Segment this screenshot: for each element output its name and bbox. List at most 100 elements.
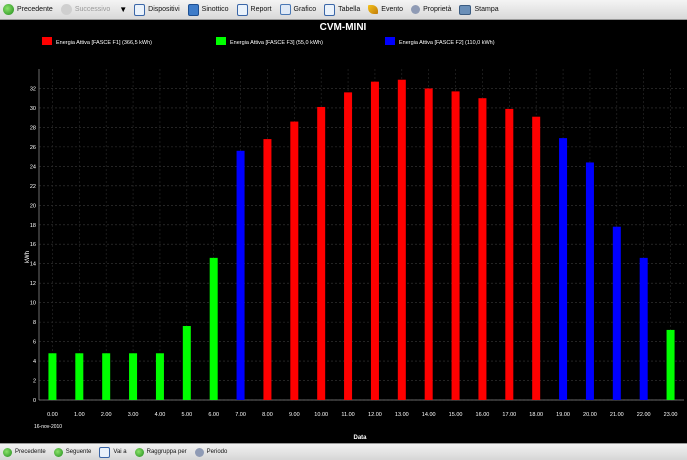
y-tick-label: 6 — [33, 340, 36, 346]
period-icon — [194, 447, 204, 457]
y-axis-label: kWh — [25, 251, 31, 263]
report-label: Report — [250, 6, 272, 13]
y-tick-label: 32 — [30, 86, 36, 92]
devices-icon — [134, 3, 146, 16]
bottom-next-label: Seguente — [65, 449, 92, 455]
x-tick-label: 5.00 — [181, 412, 192, 418]
y-tick-label: 30 — [30, 106, 36, 112]
table-icon — [324, 3, 336, 16]
x-tick-label: 16.00 — [476, 412, 490, 418]
y-tick-label: 26 — [30, 145, 36, 151]
calendar-icon — [99, 446, 111, 458]
previous-button[interactable]: Precedente — [0, 1, 58, 18]
print-label: Stampa — [474, 6, 499, 13]
main-toolbar: Precedente Successivo ▼ Dispositivi Sino… — [0, 0, 687, 20]
bottom-previous-button[interactable]: Precedente — [0, 445, 51, 459]
y-tick-label: 24 — [30, 164, 36, 170]
devices-label: Dispositivi — [148, 6, 180, 13]
bar-0-18 — [532, 116, 541, 400]
synoptic-button[interactable]: Sinottico — [185, 1, 234, 18]
x-tick-label: 8.00 — [262, 412, 273, 418]
devices-button[interactable]: Dispositivi — [131, 1, 185, 18]
x-tick-label: 6.00 — [208, 412, 219, 418]
x-axis-label: Data — [353, 435, 367, 441]
legend-label-0: Energia Attiva [FASCE F1] (366,5 kWh) — [56, 40, 152, 46]
date-label: 16-nov-2010 — [34, 424, 62, 430]
event-button[interactable]: Evento — [365, 1, 408, 18]
x-tick-label: 13.00 — [395, 412, 409, 418]
y-tick-label: 28 — [30, 125, 36, 131]
bar-0-12 — [370, 81, 379, 400]
group-by-button[interactable]: Raggruppa per — [132, 445, 192, 459]
event-icon — [368, 5, 379, 14]
goto-label: Vai a — [113, 449, 127, 455]
goto-button[interactable]: Vai a — [96, 445, 131, 459]
period-button[interactable]: Periodo — [192, 445, 233, 459]
x-tick-label: 19.00 — [556, 412, 570, 418]
bar-2-19 — [559, 138, 568, 400]
bar-1-23 — [666, 329, 675, 400]
next-label: Successivo — [74, 6, 111, 13]
bar-2-21 — [612, 226, 621, 400]
event-label: Evento — [381, 6, 404, 13]
x-tick-label: 15.00 — [449, 412, 463, 418]
bar-1-6 — [209, 257, 218, 400]
bar-0-16 — [478, 98, 487, 401]
chart-legend: Energia Attiva [FASCE F1] (366,5 kWh) Ene… — [42, 37, 495, 46]
bar-0-17 — [505, 108, 514, 400]
chart-label: Grafico — [293, 6, 317, 13]
next-button[interactable]: Successivo — [58, 1, 115, 18]
bar-1-5 — [182, 326, 191, 400]
properties-icon — [411, 5, 421, 14]
x-tick-label: 9.00 — [289, 412, 300, 418]
y-tick-label: 8 — [33, 320, 36, 326]
synoptic-label: Sinottico — [201, 6, 229, 13]
bar-0-13 — [397, 79, 406, 400]
x-tick-label: 14.00 — [422, 412, 436, 418]
chart-button[interactable]: Grafico — [277, 1, 322, 18]
y-tick-label: 16 — [30, 242, 36, 248]
bar-2-7 — [236, 150, 245, 400]
dropdown-arrow-icon[interactable]: ▼ — [119, 5, 128, 14]
legend-swatch-2 — [385, 37, 395, 45]
table-button[interactable]: Tabella — [321, 1, 365, 18]
print-icon — [459, 4, 472, 15]
bar-0-11 — [344, 92, 353, 400]
period-label: Periodo — [206, 449, 228, 455]
bottom-previous-label: Precedente — [15, 449, 46, 455]
legend-label-1: Energia Attiva [FASCE F3] (55,0 kWh) — [230, 40, 323, 46]
print-button[interactable]: Stampa — [456, 1, 503, 18]
y-tick-label: 20 — [30, 203, 36, 209]
report-icon — [236, 3, 248, 16]
properties-button[interactable]: Proprietà — [408, 1, 456, 18]
previous-label: Precedente — [17, 6, 53, 13]
report-button[interactable]: Report — [234, 1, 277, 18]
bar-0-14 — [424, 88, 433, 401]
x-tick-label: 17.00 — [502, 412, 516, 418]
properties-label: Proprietà — [423, 6, 452, 13]
group-icon — [134, 447, 144, 457]
chart-icon — [279, 4, 291, 15]
bar-1-2 — [102, 353, 111, 400]
x-tick-label: 1.00 — [74, 412, 85, 418]
bottom-navigation-bar: Precedente Seguente Vai a Raggruppa per … — [0, 443, 687, 460]
bar-1-3 — [129, 353, 138, 400]
synoptic-icon — [187, 3, 199, 16]
group-by-label: Raggruppa per — [146, 449, 187, 455]
x-tick-label: 18.00 — [529, 412, 543, 418]
bottom-next-button[interactable]: Seguente — [51, 445, 97, 459]
y-tick-label: 10 — [30, 301, 36, 307]
bar-1-0 — [48, 353, 57, 400]
bar-1-1 — [75, 353, 84, 400]
forward-arrow-icon — [60, 4, 72, 15]
x-tick-label: 12.00 — [368, 412, 382, 418]
legend-swatch-1 — [216, 37, 226, 45]
back-arrow-icon — [3, 4, 14, 15]
y-tick-label: 18 — [30, 223, 36, 229]
x-tick-label: 21.00 — [610, 412, 624, 418]
x-tick-label: 2.00 — [101, 412, 112, 418]
x-tick-label: 10.00 — [314, 412, 328, 418]
bar-1-4 — [155, 353, 164, 400]
y-tick-label: 22 — [30, 184, 36, 190]
bar-0-9 — [290, 121, 299, 400]
